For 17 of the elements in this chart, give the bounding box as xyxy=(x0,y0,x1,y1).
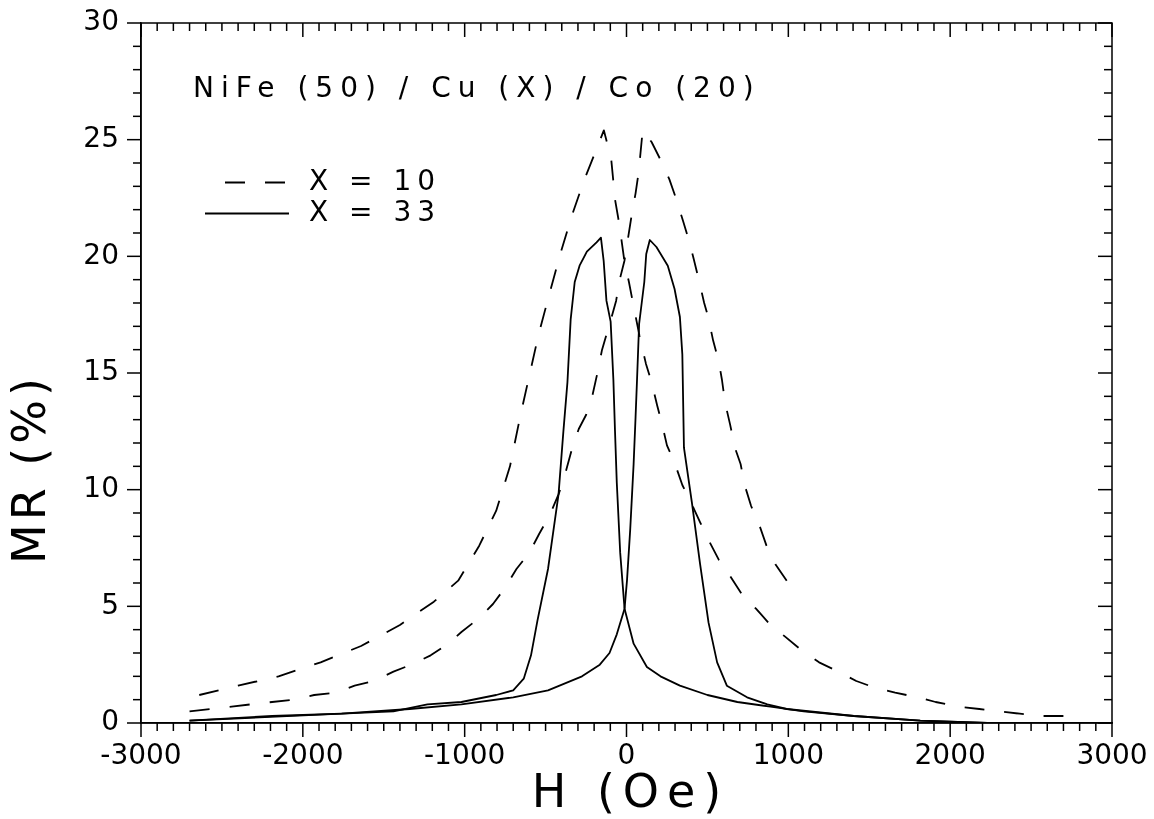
x-tick-label: -1000 xyxy=(423,738,506,772)
y-tick-label: 10 xyxy=(83,470,119,504)
x-tick-label: 2000 xyxy=(914,738,986,772)
y-tick-label: 30 xyxy=(83,4,119,38)
x-tick-label: -2000 xyxy=(262,738,344,772)
annotation: NiFe (50) / Cu (X) / Co (20) xyxy=(193,71,761,104)
y-tick-label: 15 xyxy=(83,354,119,388)
legend-label: X = 33 xyxy=(309,194,442,228)
y-tick-label: 25 xyxy=(83,120,119,154)
y-tick-label: 20 xyxy=(83,237,119,271)
x-tick-label: -3000 xyxy=(100,738,182,772)
x-tick-label: 1000 xyxy=(752,738,824,772)
x-tick-label: 3000 xyxy=(1076,738,1148,772)
legend-label: X = 10 xyxy=(309,163,442,197)
y-tick-label: 5 xyxy=(101,587,119,621)
y-axis-title: MR (%) xyxy=(1,374,56,564)
y-tick-label: 0 xyxy=(101,704,119,738)
